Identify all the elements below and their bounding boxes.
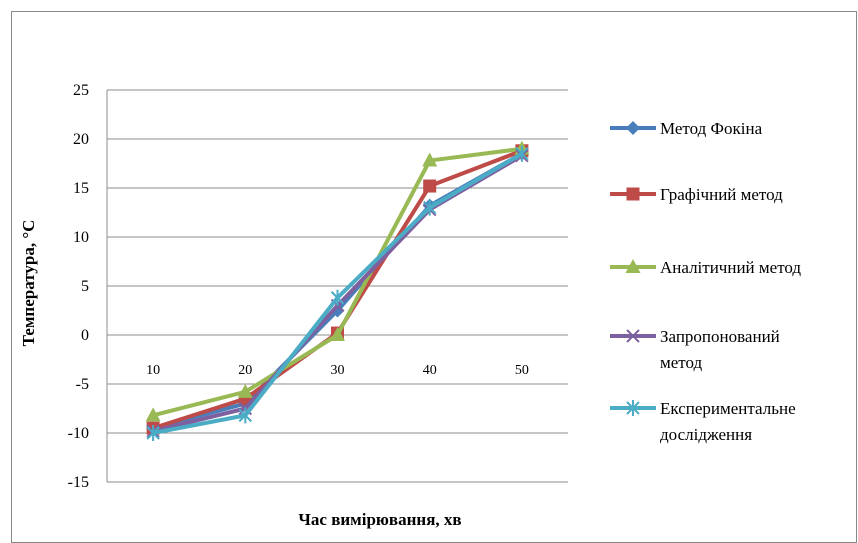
category-label-bg: [139, 359, 168, 379]
series-lines: [145, 140, 530, 441]
legend-marker: [626, 121, 640, 135]
legend-item: Метод Фокіна: [610, 119, 763, 138]
legend-label: Аналітичний метод: [660, 258, 801, 277]
legend-item: Експериментальне дослідження: [610, 399, 796, 444]
series-star: [146, 145, 529, 441]
legend: Метод Фокіна Графічний метод Аналітичний м…: [610, 119, 801, 444]
y-tick-label: -5: [76, 376, 89, 393]
x-category-label: 30: [331, 363, 345, 378]
x-category-label: 40: [423, 363, 437, 378]
legend-marker: [625, 259, 641, 273]
x-category-label: 20: [238, 363, 252, 378]
y-tick-label: 20: [73, 131, 89, 148]
x-category-label: 10: [146, 363, 160, 378]
y-tick-labels: 25 20 15 10 5 0 -5 -10 -15: [68, 82, 89, 491]
legend-item: Графічний метод: [610, 185, 783, 204]
category-label-bg: [507, 359, 536, 379]
data-point: [146, 425, 160, 441]
data-point: [330, 289, 345, 306]
legend-item: Запропонований метод: [610, 327, 780, 372]
data-point: [422, 152, 438, 167]
y-tick-label: -15: [68, 474, 89, 491]
legend-marker: [626, 329, 640, 343]
legend-label: Графічний метод: [660, 185, 783, 204]
legend-item: Аналітичний метод: [610, 258, 801, 277]
legend-label: Метод Фокіна: [660, 119, 763, 138]
x-category-label: 50: [515, 363, 529, 378]
category-label-bg: [415, 359, 444, 379]
legend-marker: [626, 400, 640, 416]
data-point: [330, 327, 345, 341]
category-label-bg: [323, 359, 352, 379]
data-point: [515, 145, 529, 162]
x-category-labels: 10 20 30 40 50: [139, 359, 536, 379]
data-point: [422, 199, 437, 216]
legend-label: Експериментальне дослідження: [660, 399, 796, 444]
category-label-bg: [231, 359, 260, 379]
legend-label: Запропонований метод: [660, 327, 780, 372]
y-tick-label: 15: [73, 180, 89, 197]
y-tick-label: -10: [68, 425, 89, 442]
data-point: [145, 407, 161, 422]
legend-marker: [626, 187, 640, 201]
data-point: [423, 179, 437, 193]
y-tick-label: 0: [81, 327, 89, 344]
x-axis-title: Час вимірювання, хв: [298, 510, 461, 529]
y-tick-label: 5: [81, 278, 89, 295]
y-tick-label: 25: [73, 82, 89, 99]
chart-border: [11, 11, 857, 543]
y-axis-title: Температура, °С: [19, 220, 38, 347]
data-point: [238, 407, 253, 424]
y-tick-label: 10: [73, 229, 89, 246]
data-point: [237, 383, 253, 398]
